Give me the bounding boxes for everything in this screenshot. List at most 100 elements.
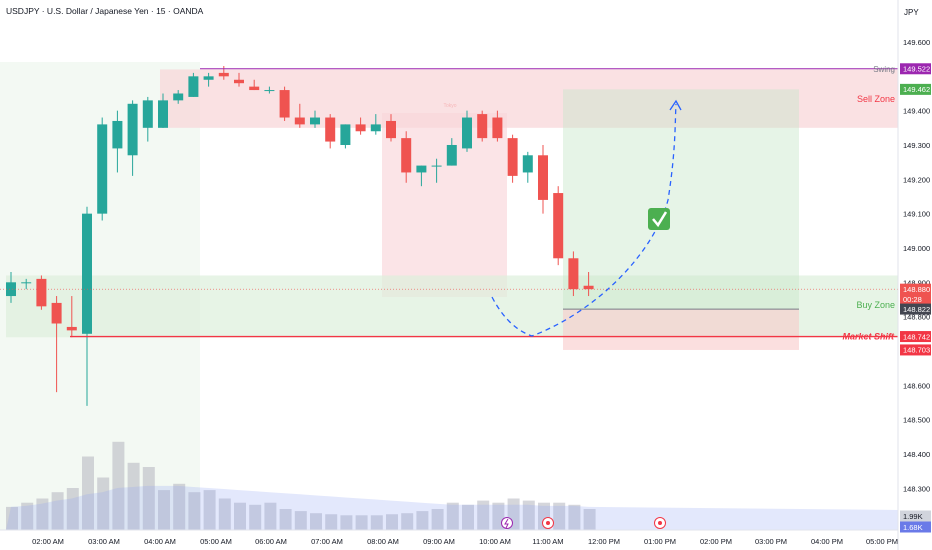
volume-bar	[142, 467, 155, 530]
stop-price-badge-text: 148.703	[903, 346, 930, 355]
y-tick-label: 149.000	[903, 244, 930, 253]
volume-bar	[477, 500, 490, 530]
volume-bar	[553, 502, 566, 530]
candle	[203, 72, 214, 87]
entry-price-badge: 148.822	[900, 303, 931, 315]
volume-bars	[6, 441, 898, 530]
candle	[401, 131, 412, 183]
candle	[294, 103, 305, 128]
volume-bar	[294, 511, 307, 530]
swing-price-badge: 149.522	[900, 63, 931, 75]
candle-body	[36, 278, 47, 307]
volume-badge-2: 1.68K	[900, 521, 931, 533]
target-price-badge-bg	[900, 83, 931, 95]
candle	[142, 96, 153, 142]
swing-price-badge-text: 149.522	[903, 65, 930, 74]
candle-body	[127, 103, 138, 156]
candle	[370, 114, 381, 135]
candle	[158, 93, 168, 128]
x-tick-label: 02:00 AM	[32, 537, 64, 546]
volume-badge-2-bg	[900, 521, 931, 533]
economic-event-icon	[542, 517, 554, 529]
x-tick-label: 05:00 AM	[200, 537, 232, 546]
candle	[325, 114, 336, 149]
candle	[462, 110, 472, 152]
volume-bar	[462, 504, 474, 530]
volume-bar	[310, 513, 322, 530]
volume-bar	[279, 509, 292, 530]
y-tick-label: 149.100	[903, 210, 930, 219]
volume-badge-1-text: 1.99K	[903, 512, 923, 521]
candle-body	[401, 138, 412, 173]
checkmark-icon	[648, 208, 670, 230]
y-tick-label: 148.400	[903, 450, 930, 459]
candle-body	[188, 76, 199, 97]
candle-body	[568, 258, 579, 290]
price-axis-bg	[898, 0, 932, 550]
volume-bar	[340, 515, 353, 530]
volume-badge-2-text: 1.68K	[903, 523, 923, 532]
target-price-badge: 149.462	[900, 83, 931, 95]
candle-body	[340, 124, 351, 145]
target-price-badge-text: 149.462	[903, 85, 930, 94]
volume-bar	[522, 500, 535, 530]
volume-bar	[112, 441, 125, 530]
candle	[127, 100, 138, 176]
y-tick-label: 148.600	[903, 381, 930, 390]
volume-bar	[234, 502, 246, 530]
x-tick-label: 01:00 PM	[644, 537, 676, 546]
volume-bar	[127, 462, 140, 530]
volume-bar	[401, 513, 414, 530]
candle-body	[553, 193, 564, 259]
candle-body	[492, 117, 503, 139]
candle-body	[279, 90, 290, 118]
y-tick-label: 149.400	[903, 107, 930, 116]
x-tick-label: 05:00 PM	[866, 537, 898, 546]
candle	[355, 117, 366, 135]
projected-path-arrowhead	[669, 99, 682, 111]
swing-label: Swing	[873, 65, 895, 74]
candle	[234, 72, 244, 87]
y-tick-label: 148.900	[903, 278, 930, 287]
volume-bar	[6, 506, 18, 530]
x-tick-label: 10:00 AM	[479, 537, 511, 546]
x-tick-label: 04:00 PM	[811, 537, 843, 546]
y-tick-label: 148.300	[903, 484, 930, 493]
candle-body	[218, 72, 229, 77]
tokyo-session-box	[382, 113, 507, 297]
market-shift-price-badge-bg	[900, 331, 931, 343]
current-price-badge-text: 148.880	[903, 285, 930, 294]
candle	[522, 151, 533, 183]
lightning-event-circle	[501, 517, 513, 529]
candle-body	[82, 213, 92, 334]
countdown-badge-text: 00:28	[903, 295, 922, 304]
entry-price-badge-text: 148.822	[903, 305, 930, 314]
stop-price-badge: 148.703	[900, 344, 931, 356]
candle-body	[203, 76, 214, 80]
candle-body	[112, 120, 123, 149]
y-tick-label: 149.200	[903, 175, 930, 184]
candle	[340, 124, 351, 149]
candle-body	[6, 282, 16, 297]
candle-body	[477, 114, 488, 139]
candle-body	[446, 144, 457, 166]
candle	[310, 110, 320, 128]
candle	[568, 251, 579, 297]
volume-bar	[36, 498, 49, 530]
candle-body	[431, 165, 442, 167]
current-price-badge-bg	[900, 283, 931, 295]
x-tick-label: 11:00 AM	[532, 537, 563, 546]
candle-body	[355, 124, 366, 132]
candle	[173, 90, 184, 104]
candle	[66, 296, 77, 338]
sell-zone-label: Sell Zone	[857, 94, 895, 104]
x-tick-label: 09:00 AM	[423, 537, 455, 546]
candle	[249, 79, 260, 91]
x-tick-label: 07:00 AM	[311, 537, 343, 546]
economic-event-icon	[654, 517, 666, 529]
candle-body	[416, 165, 427, 173]
candle	[21, 278, 32, 290]
volume-bar	[21, 502, 34, 530]
checkmark-stroke	[652, 211, 668, 228]
